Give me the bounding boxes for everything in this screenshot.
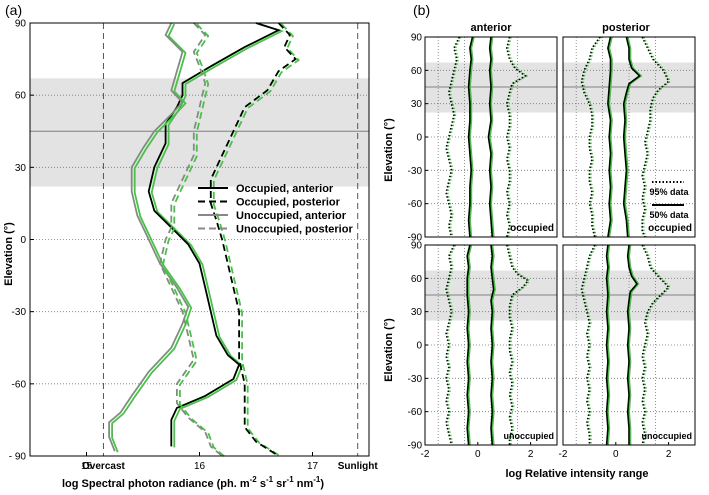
panel-a-ytick-label: 60 (15, 91, 27, 102)
ytick-label: 90 (411, 33, 423, 44)
panel-a-ytick-label: -60 (12, 379, 27, 390)
panel-a-xlabel: log Spectral photon radiance (ph. m-2 s-… (62, 475, 324, 490)
ytick-label: -90 (408, 233, 423, 244)
series-line-4 (159, 22, 223, 457)
percentile-95-green (582, 244, 597, 445)
percentile-50-line (626, 244, 638, 445)
panel-a-ylabel: Elevation (°) (3, 222, 15, 286)
panel-b-ylabel-bottom: Elevation (°) (383, 318, 395, 382)
subplot-label: occupied (510, 223, 554, 234)
panel-b-letter: (b) (413, 2, 430, 18)
percentile-95-line (445, 244, 455, 446)
percentile-50-line (607, 36, 612, 238)
xtick-label: -2 (421, 449, 430, 460)
percentile-95-line (505, 36, 527, 238)
panel-a-highlight-band (30, 78, 369, 187)
legend-label-2: Occupied, posterior (236, 197, 341, 209)
ytick-label: 0 (416, 341, 422, 352)
panel-a-marker-label: Overcast (82, 461, 125, 472)
panel-a-letter: (a) (5, 2, 22, 18)
percentile-50-line (490, 244, 495, 446)
ytick-label: -30 (408, 166, 423, 177)
xtick-label: 2 (528, 449, 534, 460)
series-line-1 (147, 22, 281, 447)
percentile-95-green (582, 36, 603, 238)
subplot-frame (562, 36, 696, 238)
ytick-label: -60 (408, 199, 423, 210)
xtick-label: 0 (613, 449, 619, 460)
panel-a-ytick-label: 30 (15, 163, 27, 174)
series-line-green-3 (111, 23, 193, 453)
panel-a-xtick-label: 17 (307, 461, 319, 472)
panel-b: (b) Elevation (°) Elevation (°) log Rela… (383, 2, 696, 480)
percentile-95-line (580, 244, 596, 445)
legend-label-4: Unoccupied, posterior (236, 224, 353, 236)
subplot-frame (562, 244, 696, 446)
percentile-50-green (607, 244, 611, 446)
panel-a-ytick-label: - 90 (9, 452, 27, 463)
percentile-50-green (628, 244, 640, 445)
percentile-95-green (446, 36, 462, 238)
percentile-95-green (642, 244, 672, 446)
panel-a-xtick-label: 16 (194, 461, 206, 472)
ytick-label: -90 (408, 441, 423, 452)
ytick-label: 60 (411, 66, 423, 77)
ytick-label: 90 (411, 241, 423, 252)
percentile-50-green (608, 36, 613, 238)
subplot-occupied-posterior: occupied (562, 36, 696, 238)
panel-a-marker-label: Sunlight (338, 461, 379, 472)
panel-b-ylabel-top: Elevation (°) (383, 118, 395, 182)
percentile-95-line (445, 36, 461, 238)
legend-label-95: 95% data (649, 187, 689, 197)
percentile-95-green (446, 244, 457, 446)
column-title-anterior: anterior (471, 22, 513, 34)
series-line-green-4 (162, 23, 226, 458)
series-line-3 (108, 22, 190, 452)
panel-b-xlabel: log Relative intensity range (505, 468, 648, 480)
ytick-label: 30 (411, 99, 423, 110)
percentile-95-line (506, 244, 530, 445)
series-line-green-1 (150, 23, 284, 448)
percentile-50-green (624, 36, 643, 238)
percentile-50-green (489, 36, 495, 238)
percentile-50-green (467, 244, 473, 446)
subplot-unoccupied-posterior: -2 0 2 unoccupied (559, 244, 696, 460)
xtick-label: 2 (666, 449, 672, 460)
subplot-label: unoccupied (503, 431, 554, 441)
subplot-label: occupied (648, 223, 692, 234)
percentile-50-line (622, 36, 641, 238)
series-line-green-2 (212, 23, 300, 458)
ytick-label: 60 (411, 274, 423, 285)
percentile-95-green (507, 36, 529, 238)
legend-label-3: Unoccupied, anterior (236, 210, 347, 222)
ytick-label: 30 (411, 307, 423, 318)
series-line-2 (209, 22, 297, 457)
percentile-95-line (580, 36, 601, 238)
panel-a-ytick-label: 0 (20, 235, 26, 246)
panel-a-ytick-label: 90 (15, 19, 27, 30)
panel-a-ytick-label: -30 (12, 307, 27, 318)
percentile-95-green (507, 244, 531, 445)
percentile-95-line (641, 244, 670, 446)
legend-label-50: 50% data (649, 210, 689, 220)
column-title-posterior: posterior (602, 22, 650, 34)
subplot-occupied-anterior: 90 60 30 0 -30 -60 -90 occupied (408, 33, 558, 244)
ytick-label: 0 (416, 133, 422, 144)
panel-a-xtick-label: 15 (81, 461, 93, 472)
subplot-label: unoccupied (641, 431, 692, 441)
percentile-50-green (469, 36, 475, 238)
ytick-label: -30 (408, 374, 423, 385)
subplot-unoccupied-anterior: 90 60 30 0 -30 -60 -90-2 0 2 unoccupied (408, 241, 558, 460)
percentile-50-line (466, 244, 471, 446)
percentile-50-green (491, 244, 496, 446)
xtick-label: -2 (559, 449, 568, 460)
percentile-50-line (467, 36, 474, 238)
panel-a: (a) Elevation (°) log Spectral photon ra… (3, 2, 378, 490)
xtick-label: 0 (475, 449, 481, 460)
percentile-50-line (487, 36, 494, 238)
legend-label-1: Occupied, anterior (236, 183, 334, 195)
ytick-label: -60 (408, 407, 423, 418)
percentile-50-line (605, 244, 609, 446)
